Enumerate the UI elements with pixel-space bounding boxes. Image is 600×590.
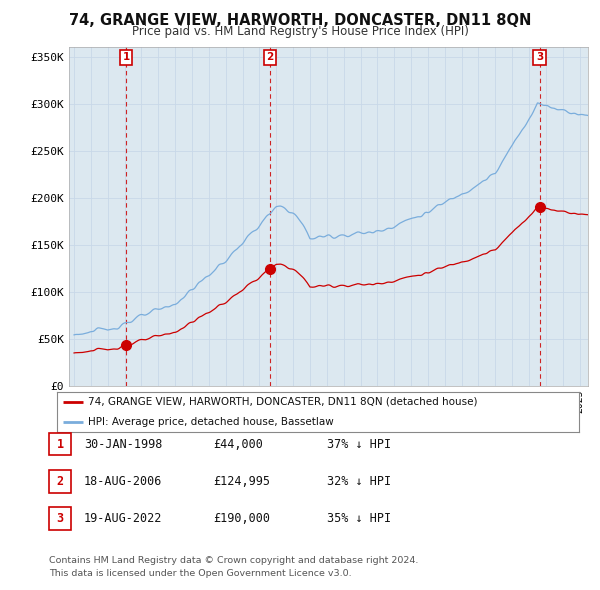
Text: HPI: Average price, detached house, Bassetlaw: HPI: Average price, detached house, Bass… xyxy=(88,417,334,427)
Text: 74, GRANGE VIEW, HARWORTH, DONCASTER, DN11 8QN: 74, GRANGE VIEW, HARWORTH, DONCASTER, DN… xyxy=(69,13,531,28)
Text: 3: 3 xyxy=(536,53,543,63)
Text: 2: 2 xyxy=(56,475,64,488)
Text: 30-JAN-1998: 30-JAN-1998 xyxy=(84,438,163,451)
Text: 74, GRANGE VIEW, HARWORTH, DONCASTER, DN11 8QN (detached house): 74, GRANGE VIEW, HARWORTH, DONCASTER, DN… xyxy=(88,397,478,407)
Text: 1: 1 xyxy=(122,53,130,63)
Text: Price paid vs. HM Land Registry's House Price Index (HPI): Price paid vs. HM Land Registry's House … xyxy=(131,25,469,38)
Text: 3: 3 xyxy=(56,512,64,525)
Text: Contains HM Land Registry data © Crown copyright and database right 2024.: Contains HM Land Registry data © Crown c… xyxy=(49,556,419,565)
Text: £124,995: £124,995 xyxy=(213,475,270,488)
Text: 1: 1 xyxy=(56,438,64,451)
Text: 35% ↓ HPI: 35% ↓ HPI xyxy=(327,512,391,525)
Text: 32% ↓ HPI: 32% ↓ HPI xyxy=(327,475,391,488)
Text: 18-AUG-2006: 18-AUG-2006 xyxy=(84,475,163,488)
Text: £44,000: £44,000 xyxy=(213,438,263,451)
Text: 37% ↓ HPI: 37% ↓ HPI xyxy=(327,438,391,451)
Text: 2: 2 xyxy=(266,53,274,63)
Text: £190,000: £190,000 xyxy=(213,512,270,525)
Text: This data is licensed under the Open Government Licence v3.0.: This data is licensed under the Open Gov… xyxy=(49,569,352,578)
Text: 19-AUG-2022: 19-AUG-2022 xyxy=(84,512,163,525)
